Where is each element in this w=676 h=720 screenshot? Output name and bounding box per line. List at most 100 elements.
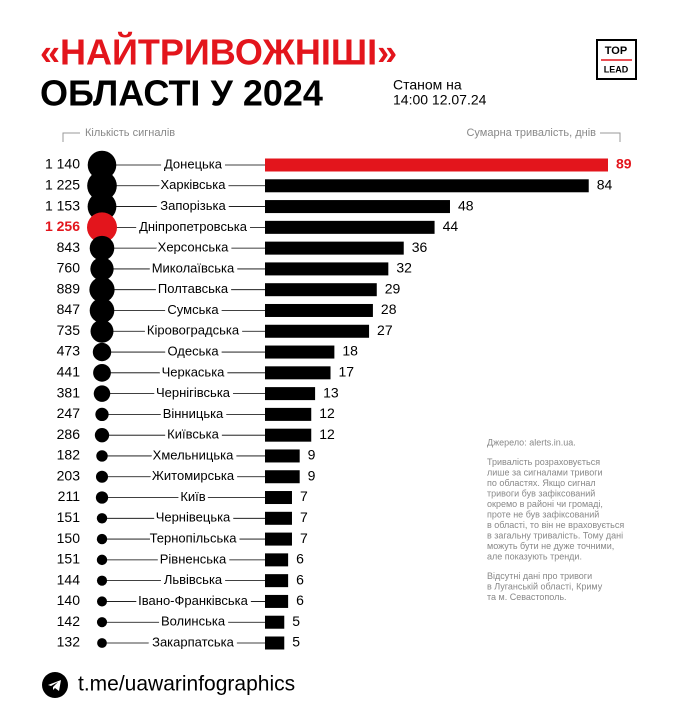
duration-label: 18: [342, 343, 358, 359]
signal-circle: [96, 513, 108, 524]
duration-bar: [265, 407, 312, 421]
signal-circle: [96, 554, 108, 566]
duration-bar: [265, 470, 300, 484]
duration-label: 28: [381, 301, 397, 317]
duration-label: 84: [597, 176, 613, 192]
note-line: лише за сигналами тривоги: [487, 467, 603, 477]
signal-count: 1 140: [45, 156, 80, 172]
signal-circle: [90, 257, 114, 281]
region-label: Закарпатська: [152, 634, 235, 649]
region-label: Дніпропетровська: [139, 219, 248, 234]
signal-circle: [96, 575, 108, 586]
signal-count: 441: [57, 364, 81, 380]
duration-label: 44: [443, 218, 459, 234]
signal-count: 381: [57, 384, 81, 400]
region-label: Полтавська: [158, 281, 229, 296]
signal-count: 151: [57, 551, 81, 567]
subtitle: Станом на: [393, 77, 462, 93]
duration-bar: [265, 636, 285, 650]
signal-count: 473: [57, 343, 81, 359]
duration-label: 7: [300, 488, 308, 504]
region-label: Чернівецька: [156, 510, 231, 525]
region-label: Сумська: [167, 302, 219, 317]
signal-circle: [89, 277, 115, 303]
signal-count: 182: [57, 447, 81, 463]
signal-circle: [89, 235, 115, 261]
duration-label: 6: [296, 592, 304, 608]
duration-bar: [265, 532, 292, 546]
signal-count: 1 256: [45, 218, 80, 234]
region-label: Черкаська: [162, 364, 226, 379]
duration-label: 29: [385, 280, 401, 296]
right-header: Сумарна тривалість, днів: [466, 127, 596, 139]
region-label: Київська: [167, 427, 219, 442]
signal-circle: [87, 150, 117, 180]
duration-bar: [265, 366, 331, 380]
region-label: Київ: [180, 489, 205, 504]
note-line: в області, то він не враховується: [487, 520, 624, 530]
region-label: Харківська: [161, 177, 227, 192]
duration-bar: [265, 387, 316, 401]
signal-circle: [96, 596, 108, 607]
signal-count: 889: [57, 280, 81, 296]
note-line: окремо в районі чи громаді,: [487, 499, 603, 509]
region-label: Волинська: [161, 614, 226, 629]
duration-bar: [265, 553, 289, 567]
left-header: Кількість сигналів: [85, 127, 175, 139]
note-line: Тривалість розраховується: [487, 457, 600, 467]
signal-circle: [87, 192, 117, 221]
duration-bar: [265, 345, 335, 359]
signal-circle: [96, 450, 108, 462]
duration-bar: [265, 428, 312, 442]
duration-bar: [265, 200, 450, 214]
logo-text: TOP: [605, 45, 627, 57]
region-label: Тернопільська: [150, 531, 238, 546]
footer-link[interactable]: t.me/uawarinfographics: [78, 673, 295, 696]
subtitle: 14:00 12.07.24: [393, 92, 487, 108]
title-line: «НАЙТРИВОЖНІШІ»: [40, 31, 397, 73]
duration-bar: [265, 220, 435, 234]
region-label: Чернігівська: [156, 385, 231, 400]
logo-text: LEAD: [604, 64, 629, 74]
notes: Джерело: alerts.in.ua. Тривалість розрахо…: [487, 437, 624, 602]
duration-label: 6: [296, 551, 304, 567]
duration-bar: [265, 511, 292, 525]
signal-count: 1 153: [45, 197, 80, 213]
region-label: Миколаївська: [152, 260, 235, 275]
duration-label: 9: [308, 467, 316, 483]
duration-bar: [265, 324, 370, 338]
duration-label: 89: [616, 156, 632, 172]
duration-label: 5: [292, 613, 300, 629]
duration-label: 7: [300, 509, 308, 525]
logo-box: [596, 39, 637, 80]
note-line: Джерело: alerts.in.ua.: [487, 437, 576, 447]
duration-bar: [265, 179, 589, 193]
note-line: та м. Севастополь.: [487, 592, 567, 602]
duration-bar: [265, 574, 289, 588]
header-bracket: [600, 132, 621, 142]
region-label: Львівська: [164, 572, 223, 587]
duration-label: 9: [308, 447, 316, 463]
signal-count: 150: [57, 530, 81, 546]
chart-body: 1 140 Донецька 89 1 225 Харківська 84 1 153 Зап…: [45, 150, 632, 652]
duration-label: 32: [396, 260, 412, 276]
signal-count: 151: [57, 509, 81, 525]
note-line: можуть бути не дуже точними,: [487, 541, 614, 551]
signal-count: 1 225: [45, 176, 80, 192]
duration-bar: [265, 303, 373, 317]
duration-label: 12: [319, 426, 335, 442]
region-label: Донецька: [164, 156, 223, 171]
region-label: Рівненська: [160, 551, 227, 566]
duration-bar: [265, 158, 608, 172]
region-label: Житомирська: [152, 468, 235, 483]
signal-count: 144: [57, 571, 81, 587]
telegram-plane: [48, 680, 61, 691]
duration-label: 36: [412, 239, 428, 255]
duration-bar: [265, 449, 300, 463]
duration-bar: [265, 241, 404, 255]
signal-count: 211: [58, 488, 81, 504]
note-line: тривоги був зафіксований: [487, 488, 595, 498]
note-line: Відсутні дані про тривоги: [487, 571, 592, 581]
duration-bar: [265, 262, 389, 276]
